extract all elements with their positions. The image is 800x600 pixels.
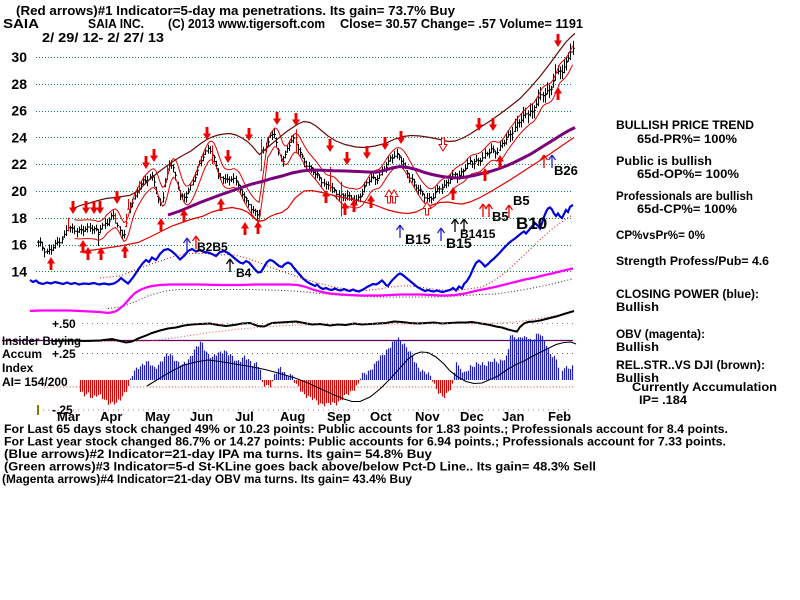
svg-text:CLOSING POWER (blue):: CLOSING POWER (blue):: [616, 287, 759, 301]
svg-text:(Red arrows)#1 Indicator=5-day: (Red arrows)#1 Indicator=5-day ma penetr…: [16, 3, 456, 18]
svg-text:Mar: Mar: [57, 409, 80, 424]
svg-text:Index: Index: [2, 361, 34, 375]
svg-text:Strength Profess/Pub= 4.6: Strength Profess/Pub= 4.6: [616, 254, 769, 268]
svg-text:+.50: +.50: [52, 317, 76, 331]
svg-text:Bullish: Bullish: [616, 300, 659, 314]
svg-text:Insider Buying: Insider Buying: [2, 334, 81, 348]
svg-text:B15: B15: [405, 231, 431, 247]
svg-text:16: 16: [11, 237, 27, 253]
svg-text:28: 28: [11, 76, 27, 92]
svg-text:B4: B4: [236, 266, 252, 280]
svg-text:For Last 65 days stock changed: For Last 65 days stock changed 49% or 10…: [4, 422, 728, 436]
svg-text:65d-OP%= 100%: 65d-OP%= 100%: [637, 167, 739, 181]
svg-text:B5: B5: [513, 193, 530, 208]
svg-text:2/ 29/ 12- 2/ 27/ 13: 2/ 29/ 12- 2/ 27/ 13: [42, 30, 164, 45]
svg-text:Bullish: Bullish: [616, 340, 659, 354]
svg-text:Accum: Accum: [2, 347, 42, 361]
svg-text:18: 18: [11, 210, 27, 226]
svg-text:Bullish: Bullish: [616, 371, 659, 385]
svg-text:22: 22: [11, 156, 27, 172]
svg-text:BULLISH PRICE TREND: BULLISH PRICE TREND: [616, 118, 754, 132]
svg-text:Jul: Jul: [235, 409, 254, 424]
svg-text:IP= .184: IP= .184: [639, 393, 687, 407]
svg-text:24: 24: [11, 129, 27, 145]
svg-text:65d-CP%= 100%: 65d-CP%= 100%: [637, 202, 737, 216]
svg-text:65d-PR%= 100%: 65d-PR%= 100%: [637, 132, 737, 146]
svg-text:B15: B15: [446, 235, 472, 251]
svg-text:Close= 30.57 Change= .57 Vol: Close= 30.57 Change= .57 Volume= 1191: [340, 16, 583, 31]
svg-text:SAIA INC.: SAIA INC.: [88, 16, 144, 31]
svg-text:OBV (magenta):: OBV (magenta):: [616, 327, 705, 341]
svg-text:B5: B5: [492, 209, 509, 224]
svg-text:REL.STR..VS DJI (brown):: REL.STR..VS DJI (brown):: [616, 358, 765, 372]
svg-text:Jun: Jun: [190, 409, 213, 424]
svg-text:Currently Accumulation: Currently Accumulation: [632, 380, 777, 394]
svg-text:(Blue arrows)#2 Indicator=21-d: (Blue arrows)#2 Indicator=21-day IPA ma …: [4, 447, 432, 461]
svg-text:Feb: Feb: [548, 409, 571, 424]
svg-text:20: 20: [11, 183, 27, 199]
svg-text:Dec: Dec: [460, 409, 484, 424]
svg-text:B26: B26: [554, 163, 578, 178]
svg-text:Aug: Aug: [280, 409, 305, 424]
svg-text:(Green arrows)#3 Indicator=5-d: (Green arrows)#3 Indicator=5-d St-KLine …: [4, 460, 596, 474]
svg-text:B2B5: B2B5: [197, 240, 228, 254]
svg-text:Oct: Oct: [370, 409, 392, 424]
svg-text:+.25: +.25: [52, 347, 76, 361]
svg-text:Nov: Nov: [415, 409, 440, 424]
svg-text:May: May: [145, 409, 171, 424]
svg-text:-.25: -.25: [52, 403, 73, 417]
svg-text:(C) 2013 www.tigersoft.com: (C) 2013 www.tigersoft.com: [168, 16, 325, 31]
svg-text:Professionals are bullish: Professionals are bullish: [616, 189, 753, 203]
svg-text:Jan: Jan: [502, 409, 524, 424]
svg-text:CP%vsPr%= 0%: CP%vsPr%= 0%: [616, 228, 705, 242]
svg-text:Public is bullish: Public is bullish: [616, 154, 712, 168]
svg-text:B1415: B1415: [460, 227, 496, 241]
svg-text:For Last year stock changed 8: For Last year stock changed 86.7% or 14.…: [4, 435, 726, 449]
svg-text:Sep: Sep: [327, 409, 351, 424]
svg-text:30: 30: [11, 49, 27, 65]
svg-text:26: 26: [11, 103, 27, 119]
svg-text:Apr: Apr: [100, 409, 122, 424]
svg-text:(Magenta arrows)#4 Indicator=2: (Magenta arrows)#4 Indicator=21-day OBV …: [2, 472, 412, 486]
svg-text:AI= 154/200: AI= 154/200: [2, 375, 68, 389]
svg-text:B10: B10: [516, 214, 547, 233]
svg-text:SAIA: SAIA: [3, 16, 40, 31]
svg-text:14: 14: [11, 263, 27, 279]
